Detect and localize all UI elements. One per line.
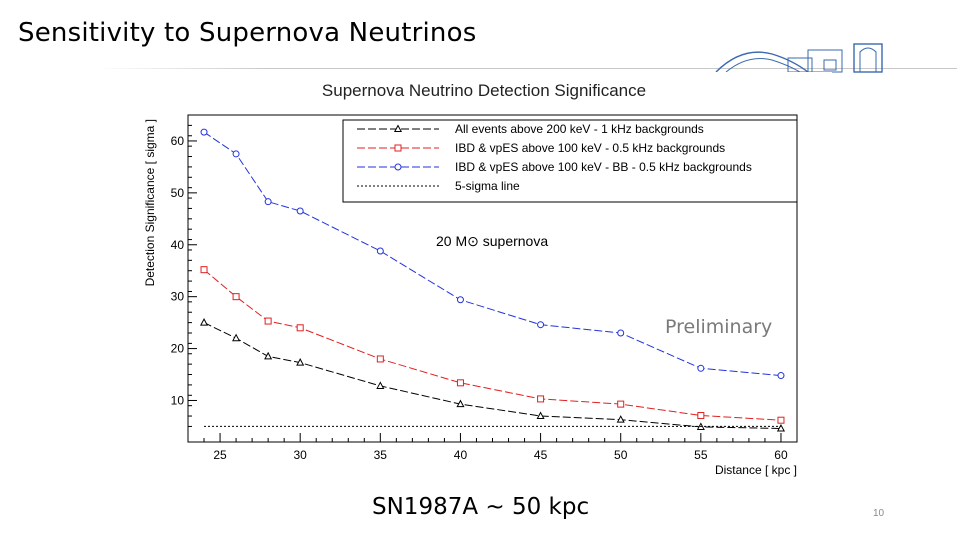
- series-3-point: [232, 150, 240, 158]
- series-2-point: [537, 395, 545, 403]
- legend-box: [342, 119, 798, 203]
- y-tick-label: 40: [171, 238, 185, 252]
- x-tick-label: 55: [694, 448, 708, 462]
- slide-title: Sensitivity to Supernova Neutrinos: [18, 18, 477, 48]
- series-2-point: [456, 379, 464, 387]
- series-3-point: [264, 198, 272, 206]
- series-1-point: [232, 333, 241, 342]
- series-3-point: [200, 128, 208, 136]
- y-tick-label: 30: [171, 290, 185, 304]
- y-tick-label: 50: [171, 186, 185, 200]
- series-1-point: [456, 399, 465, 408]
- legend-label: IBD & vpES above 100 keV - 0.5 kHz backg…: [455, 141, 725, 155]
- x-tick-label: 40: [454, 448, 468, 462]
- y-axis-label: Detection Significance [ sigma ]: [143, 119, 157, 286]
- series-2-point: [777, 416, 785, 424]
- y-tick-label: 60: [171, 134, 185, 148]
- series-1-point: [536, 411, 545, 420]
- series-1-point: [376, 381, 385, 389]
- series-2-point: [232, 293, 240, 301]
- university-logo-icon: [715, 43, 883, 73]
- x-axis-label: Distance [ kpc ]: [715, 463, 797, 477]
- legend-label: All events above 200 keV - 1 kHz backgro…: [455, 122, 704, 136]
- legend-label: IBD & vpES above 100 keV - BB - 0.5 kHz …: [455, 160, 752, 174]
- series-1-point: [199, 318, 209, 326]
- legend-marker: [394, 144, 402, 152]
- legend-marker: [394, 163, 402, 171]
- x-tick-label: 60: [774, 448, 788, 462]
- y-tick-label: 20: [171, 342, 185, 356]
- series-3-point: [697, 364, 705, 372]
- series-3-point: [617, 329, 625, 337]
- x-tick-label: 35: [374, 448, 388, 462]
- series-1-point: [776, 423, 786, 432]
- x-tick-label: 25: [213, 448, 227, 462]
- series-1-point: [616, 415, 625, 423]
- series-2-point: [200, 266, 208, 274]
- x-tick-label: 30: [294, 448, 308, 462]
- x-tick-label: 50: [614, 448, 628, 462]
- series-3-point: [296, 207, 304, 215]
- legend-label: 5-sigma line: [455, 179, 520, 193]
- chart-canvas: Supernova Neutrino Detection Significanc…: [143, 81, 798, 477]
- series-2-point: [697, 412, 705, 420]
- series-3-point: [777, 372, 785, 380]
- x-tick-label: 45: [534, 448, 548, 462]
- title-divider: [95, 68, 957, 69]
- legend-marker: [393, 124, 403, 132]
- significance-chart: Supernova Neutrino Detection Significanc…: [138, 72, 832, 480]
- series-1-point: [264, 351, 273, 360]
- series-line-2: [203, 269, 782, 421]
- series-3-point: [376, 247, 384, 255]
- preliminary-annotation: Preliminary: [665, 316, 773, 338]
- series-2-point: [376, 355, 384, 363]
- supernova-mass-label: 20 M⊙ supernova: [436, 233, 548, 249]
- footer-note: SN1987A ~ 50 kpc: [372, 494, 590, 520]
- series-2-point: [264, 317, 272, 325]
- page-number: 10: [873, 508, 885, 519]
- series-line-1: [203, 322, 782, 429]
- chart-title: Supernova Neutrino Detection Significanc…: [322, 81, 646, 100]
- series-line-3: [203, 131, 782, 377]
- series-2-point: [617, 400, 625, 408]
- series-2-point: [296, 324, 304, 332]
- series-3-point: [456, 296, 464, 304]
- series-1-point: [296, 358, 305, 366]
- y-tick-label: 10: [171, 393, 185, 407]
- series-3-point: [537, 321, 545, 329]
